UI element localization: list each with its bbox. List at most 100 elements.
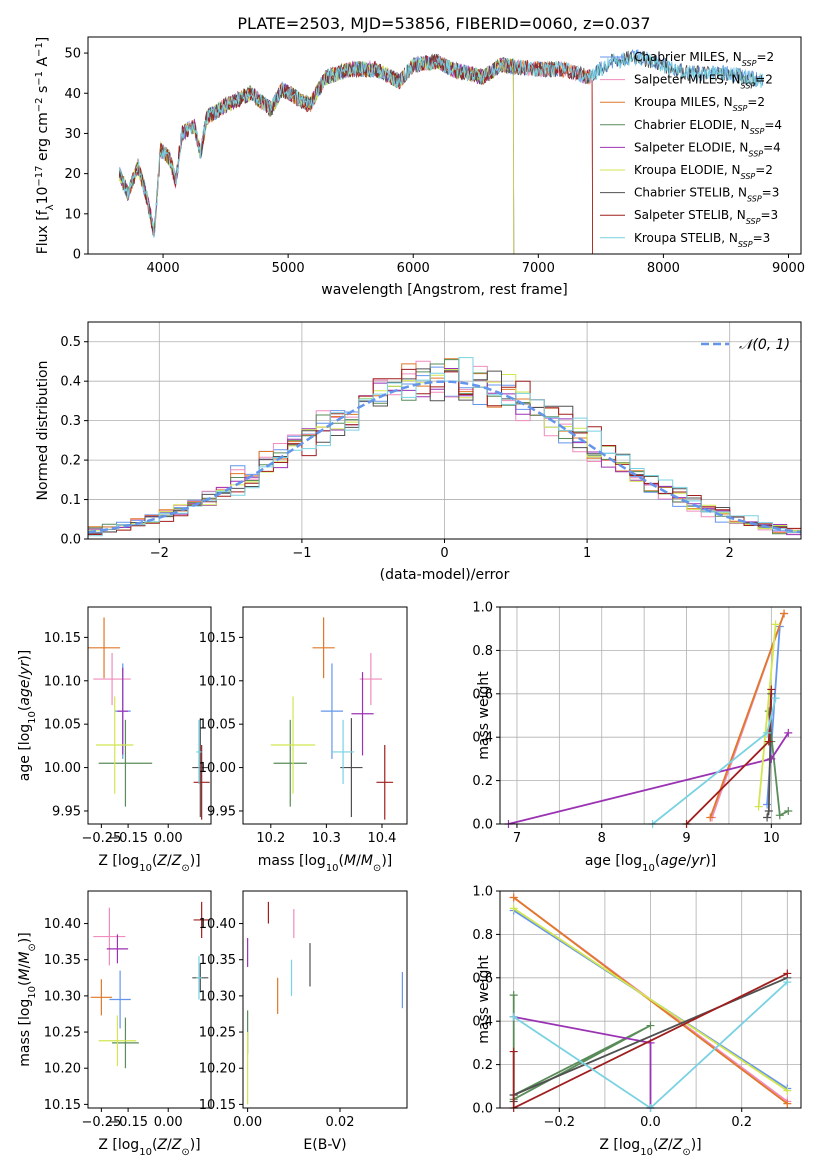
weight-marker [771,694,780,703]
y-tick-label: 10.15 [199,1098,236,1113]
x-tick-label: −0.25 [81,831,121,846]
legend-entry: Chabrier MILES, NSSP=2 [634,50,774,68]
y-tick-label: 10.05 [199,718,236,733]
y-tick-label: 10.00 [44,761,81,776]
x-axis-label: E(B-V) [303,1137,346,1153]
legend-entry: Salpeter MILES, NSSP=2 [634,73,773,91]
weight-marker [771,620,780,629]
y-tick-label: 0.1 [60,493,81,508]
y-axis-label: age [log10(age/yr)] [17,650,38,781]
x-tick-label: −0.15 [108,831,148,846]
x-axis-label: Z [log10(Z/Z⊙)] [98,1137,200,1158]
y-tick-label: 1.0 [472,601,493,616]
axes-frame [242,890,408,1109]
x-tick-label: −1 [292,546,311,561]
y-tick-label: 10.25 [199,1026,236,1041]
y-tick-label: 10.20 [199,1062,236,1077]
x-axis-label: Z [log10(Z/Z⊙)] [98,853,200,874]
weight-marker [783,1099,792,1108]
x-axis-label: age [log10(age/yr)] [585,853,716,874]
axes-frame [87,36,802,255]
y-tick-label: 0.6 [472,971,493,986]
y-tick-label: 0.2 [472,774,493,789]
y-tick-label: 0.3 [60,414,81,429]
x-tick-label: −0.2 [543,1115,575,1130]
x-axis-label: (data-model)/error [380,567,510,583]
y-tick-label: 10.20 [44,1062,81,1077]
weight-line [709,613,785,818]
legend-entry: Kroupa STELIB, NSSP=3 [634,231,770,249]
x-tick-label: 8 [598,831,606,846]
x-tick-label: −0.25 [81,1115,121,1130]
y-tick-label: 10.15 [44,631,81,646]
spectrum-line [118,56,593,254]
y-tick-label: 0.4 [472,1015,493,1030]
mass-vs-metallicity-panel: −0.25−0.15 0.00 10.15 10.20 10.25 10.30 10.35 1… [17,890,212,1158]
weight-marker [767,754,776,763]
weight-marker [780,609,789,618]
y-tick-label: 10.30 [199,989,236,1004]
y-tick-label: 9.95 [207,804,236,819]
mass-weight-vs-metallicity-panel: −0.2 0.0 0.2 0.0 0.2 0.4 0.6 0.8 1.0 Z [log10(Z/Z… [472,885,802,1158]
y-tick-label: 0.4 [60,375,81,390]
axes-frame [87,321,802,540]
weight-marker [764,737,773,746]
x-tick-label: 0.02 [326,1115,355,1130]
y-tick-label: 10.05 [44,718,81,733]
y-tick-label: 0.0 [472,1102,493,1117]
x-tick-label: 10.2 [256,831,285,846]
y-tick-label: 0 [73,248,81,263]
x-tick-label: 10 [763,831,780,846]
x-tick-label: 10.4 [368,831,397,846]
x-tick-label: 7000 [522,261,555,276]
weight-line [767,711,789,817]
y-tick-label: 20 [64,167,81,182]
x-tick-label: 0.00 [154,1115,183,1130]
weight-marker [509,991,518,1000]
weight-marker [509,904,518,913]
y-tick-label: 0.2 [60,454,81,469]
axes-frame [87,890,212,1109]
weight-marker [509,1047,518,1056]
age-vs-metallicity-panel: −0.25−0.15 0.00 9.95 10.00 10.05 10.10 10.15 Z … [17,606,212,874]
weight-line [513,907,788,1092]
spectrum-line [118,54,593,254]
age-vs-mass-panel: 10.2 10.3 10.4 9.95 10.00 10.05 10.10 10.15 mass… [199,606,408,874]
y-tick-label: 0.8 [472,644,493,659]
y-tick-label: 10.15 [199,631,236,646]
weight-marker [706,813,715,822]
spectrum-panel: 4000 5000 6000 7000 8000 9000 0 10 20 30 40 50 wavel… [34,36,805,298]
y-axis-label: Flux [fλ10−17 erg cm−2 s−1 A−1] [34,37,56,255]
y-tick-label: 10.40 [199,917,236,932]
x-tick-label: 0.0 [640,1115,661,1130]
residuals-panel: −2 −1 0 1 2 0.0 0.1 0.2 0.3 0.4 0.5 (data-model)/er… [35,321,802,583]
x-axis-label: Z [log10(Z/Z⊙)] [599,1137,701,1158]
x-tick-label: 5000 [272,261,305,276]
y-tick-label: 9.95 [52,804,81,819]
axes-frame [499,890,802,1109]
y-tick-label: 10.35 [44,953,81,968]
x-tick-label: 0.00 [154,831,183,846]
weight-marker [767,685,776,694]
spectrum-line [118,54,593,254]
y-axis-label: mass weight [476,955,492,1044]
x-tick-label: 0.00 [233,1115,262,1130]
legend-entry: Chabrier STELIB, NSSP=3 [634,186,779,204]
y-tick-label: 0.8 [472,928,493,943]
weight-marker [754,802,763,811]
legend-entry: 𝒩(0, 1) [739,337,790,353]
y-tick-label: 0.6 [472,687,493,702]
y-tick-label: 10.10 [199,674,236,689]
weight-marker [784,728,793,737]
weight-marker [764,806,773,815]
axes-frame [242,606,408,825]
y-tick-label: 10 [64,207,81,222]
weight-line [757,624,777,807]
weight-marker [784,806,793,815]
weight-marker [509,1012,518,1021]
spectrum-line [118,50,764,238]
legend-entry: Kroupa MILES, NSSP=2 [634,95,765,113]
y-tick-label: 0.4 [472,731,493,746]
y-tick-label: 30 [64,127,81,142]
